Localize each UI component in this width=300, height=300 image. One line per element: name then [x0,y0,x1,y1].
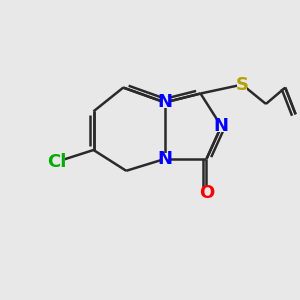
Bar [202,187,211,199]
Text: N: N [158,93,172,111]
Bar [48,156,64,168]
Text: S: S [236,76,249,94]
Text: Cl: Cl [47,153,66,171]
Bar [160,153,170,165]
Bar [237,79,247,91]
Text: N: N [158,150,172,168]
Bar [160,97,170,108]
Bar [217,120,226,132]
Text: O: O [199,184,214,202]
Text: N: N [214,117,229,135]
